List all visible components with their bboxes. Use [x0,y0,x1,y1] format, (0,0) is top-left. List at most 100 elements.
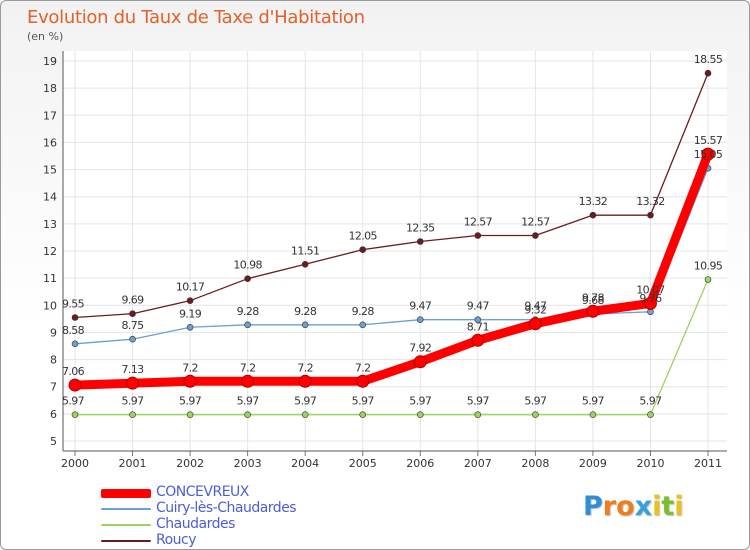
data-point [68,378,82,392]
data-point [244,411,251,418]
data-label: 9.78 [582,291,605,304]
data-point [416,411,424,418]
data-point [71,340,79,348]
data-label: 7.13 [121,363,144,376]
x-tick-label: 2002 [176,457,204,470]
x-tick-label: 2004 [291,457,319,470]
data-label: 9.28 [294,305,317,318]
data-point [71,314,79,321]
y-tick-label: 5 [50,435,57,448]
data-point [183,374,197,388]
data-point [298,374,312,388]
legend-item-roucy: Roucy [101,532,401,549]
data-point [126,376,140,390]
data-point [129,335,136,343]
data-label: 9.28 [352,305,375,318]
data-label: 9.19 [179,307,202,320]
logo-letter: r [602,491,617,522]
data-label: 9.47 [467,300,490,313]
legend-swatch [101,524,151,526]
y-tick-label: 10 [43,299,57,312]
x-tick-label: 2005 [349,457,377,470]
data-point [416,316,424,323]
data-label: 9.47 [524,300,547,313]
data-point [647,211,654,219]
data-label: 5.97 [352,395,375,408]
y-tick-label: 18 [43,82,57,95]
legend-label: Cuiry-lès-Chaudardes [156,500,297,516]
legend-swatch [101,540,151,542]
logo-letter: o [616,491,635,522]
y-tick-label: 12 [43,245,57,258]
y-tick-label: 13 [43,218,57,231]
logo-letter: P [583,491,603,522]
series-line [74,72,709,319]
y-tick-label: 17 [43,109,57,122]
data-label: 12.05 [348,230,377,243]
data-point [474,316,482,323]
legend-item-chaudardes: Chaudardes [101,516,401,533]
data-label: 9.76 [639,292,662,305]
data-label: 7.2 [355,361,371,374]
legend-item-concevreux: CONCEVREUX [101,484,401,501]
data-label: 12.57 [521,216,550,229]
data-point [359,246,367,253]
y-tick-label: 11 [43,272,57,285]
logo-letter: i [674,491,684,522]
data-point [471,333,485,347]
data-label: 7.92 [409,342,431,355]
data-point [244,275,251,282]
data-point [704,69,712,77]
logo-letter: x [634,491,653,522]
data-label: 5.97 [121,395,144,408]
data-label: 7.2 [182,361,198,374]
x-tick-label: 2006 [406,457,434,470]
data-point [532,232,539,239]
data-point [71,411,79,418]
legend: CONCEVREUX Cuiry-lès-Chaudardes Chaudard… [101,484,401,549]
data-label: 13.32 [636,195,665,208]
data-label: 5.97 [639,395,662,408]
data-label: 5.97 [294,395,317,408]
data-label: 12.57 [464,216,493,229]
data-point [532,411,539,418]
data-label: 15.05 [694,148,723,161]
series-line [74,278,709,416]
data-point [474,411,482,418]
data-point [241,374,255,388]
data-point [413,355,427,369]
data-point [474,232,482,239]
data-label: 8.75 [121,319,144,332]
data-point [301,411,309,418]
legend-swatch [101,508,151,510]
y-tick-label: 7 [50,381,57,394]
x-tick-label: 2001 [119,457,147,470]
data-label: 5.97 [179,395,202,408]
data-point [528,317,542,331]
data-point [586,304,600,318]
chart-title: Evolution du Taux de Taxe d'Habitation [27,7,365,28]
data-point [416,238,424,245]
y-tick-label: 9 [50,326,57,339]
legend-label: Chaudardes [156,516,235,532]
data-point [301,260,309,268]
data-label: 18.55 [694,53,723,66]
data-label: 10.17 [176,281,205,294]
data-point [704,276,712,283]
y-tick-label: 16 [43,136,57,149]
data-label: 5.97 [582,395,605,408]
x-tick-label: 2009 [579,457,607,470]
x-tick-label: 2003 [234,457,262,470]
data-point [356,374,370,388]
data-label: 9.55 [62,298,85,311]
data-label: 8.58 [62,324,85,337]
y-tick-label: 19 [43,55,57,68]
data-point [129,411,136,418]
x-tick-label: 2011 [694,457,722,470]
y-tick-label: 6 [50,408,57,421]
data-label: 7.06 [62,365,85,378]
data-point [643,296,657,310]
data-label: 13.32 [579,195,608,208]
data-point [701,147,715,161]
